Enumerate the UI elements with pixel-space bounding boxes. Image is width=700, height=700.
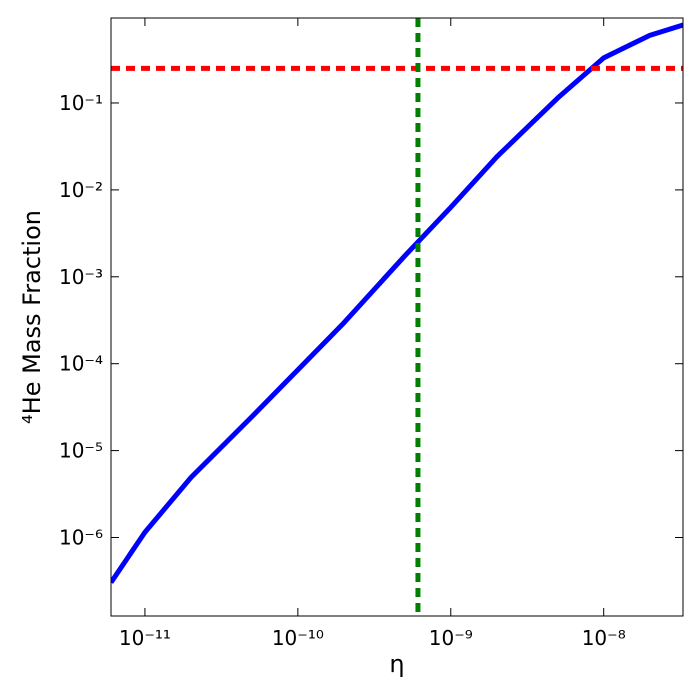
x-tick-label: 10⁻⁹ xyxy=(429,626,473,650)
y-tick-label: 10⁻³ xyxy=(59,265,103,289)
y-tick-label: 10⁻¹ xyxy=(59,91,103,115)
plot-frame xyxy=(110,17,684,617)
x-axis-label: η xyxy=(389,650,404,678)
y-axis-label: ⁴He Mass Fraction xyxy=(18,210,46,424)
y-tick-label: 10⁻² xyxy=(59,178,103,202)
y-tick-label: 10⁻⁵ xyxy=(59,439,103,463)
x-tick-label: 10⁻¹¹ xyxy=(119,626,171,650)
y-tick-label: 10⁻⁴ xyxy=(59,352,103,376)
data-line xyxy=(111,22,683,584)
x-tick-label: 10⁻⁸ xyxy=(582,626,626,650)
x-tick-label: 10⁻¹⁰ xyxy=(272,626,324,650)
y-tick-label: 10⁻⁶ xyxy=(59,526,103,550)
